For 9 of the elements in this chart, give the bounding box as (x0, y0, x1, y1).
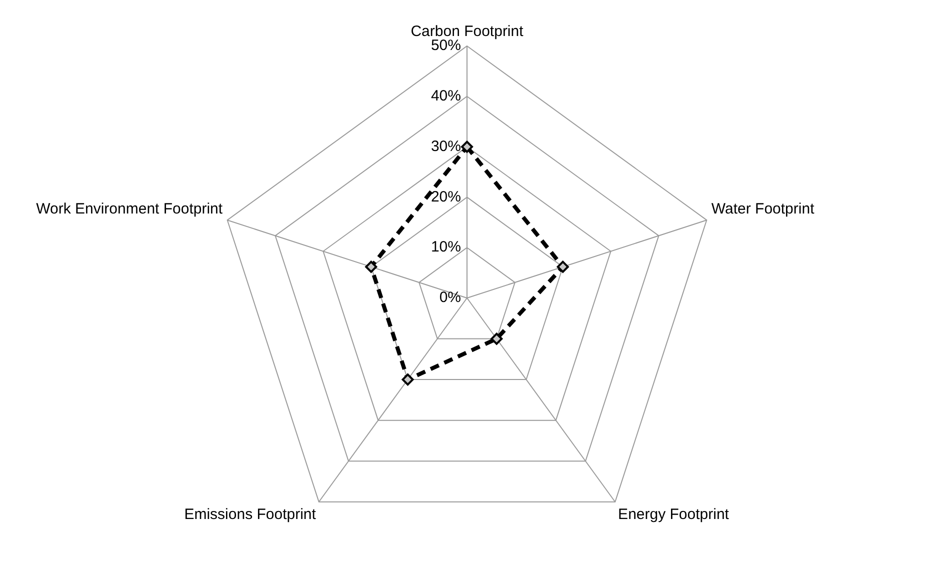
spoke-label: Work Environment Footprint (36, 200, 224, 218)
spoke-label: Emissions Footprint (184, 506, 317, 524)
y-tick-label: 10% (430, 238, 461, 256)
y-tick-label: 30% (430, 138, 461, 155)
spoke-label: Energy Footprint (618, 506, 730, 524)
y-tick-label: 40% (430, 88, 461, 105)
y-tick-label: 0% (439, 289, 461, 306)
y-tick-label: 20% (430, 188, 461, 206)
spoke-label: Water Footprint (711, 200, 816, 218)
